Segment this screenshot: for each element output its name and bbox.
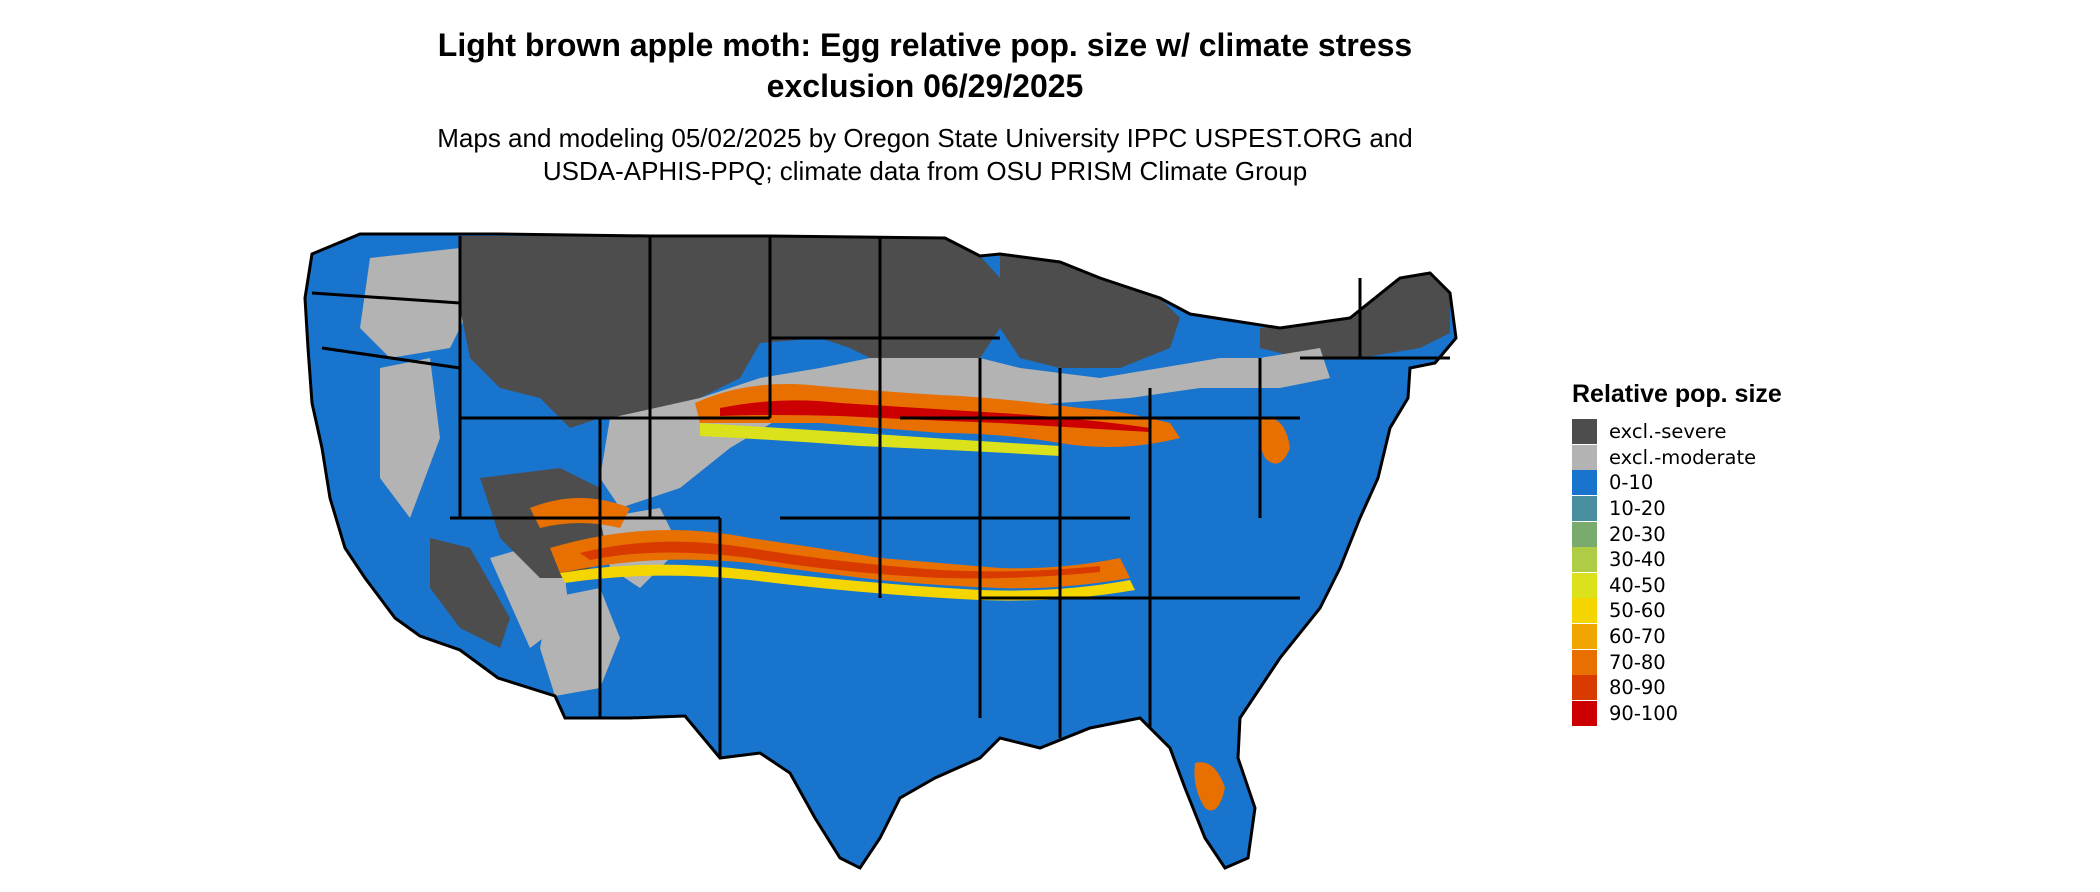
legend-label: 0-10 [1609, 471, 1654, 495]
legend-swatch [1572, 521, 1597, 547]
us-population-map [303, 232, 1458, 870]
legend-items: excl.-severe excl.-moderate 0-10 10-20 20-30… [1572, 419, 1782, 726]
legend-label: 40-50 [1609, 573, 1666, 597]
pacific-northwest-moderate [360, 248, 470, 358]
legend-label: 90-100 [1609, 701, 1679, 725]
oregon-interior-moderate [380, 358, 440, 518]
legend-label: 20-30 [1609, 522, 1666, 546]
legend-swatch [1572, 675, 1597, 701]
legend-label: 50-60 [1609, 599, 1666, 623]
legend-item: excl.-severe [1572, 419, 1782, 445]
map-title-line1: Light brown apple moth: Egg relative pop… [437, 27, 1413, 63]
legend-label: excl.-severe [1609, 420, 1727, 444]
legend-item: excl.-moderate [1572, 444, 1782, 471]
map-title-line2: exclusion 06/29/2025 [766, 68, 1084, 104]
legend-label: 80-90 [1609, 676, 1666, 700]
central-peak-band [720, 400, 1150, 432]
legend-swatch [1572, 444, 1597, 470]
map-subtitle-line2: USDA-APHIS-PPQ; climate data from OSU PR… [542, 156, 1308, 186]
legend-item: 80-90 [1572, 675, 1782, 701]
legend-swatch [1572, 649, 1597, 675]
legend-item: 70-80 [1572, 649, 1782, 675]
gulf-peak-band [580, 541, 1100, 579]
legend-swatch [1572, 496, 1597, 522]
great-lakes-severe [1000, 254, 1180, 368]
legend-swatch [1572, 547, 1597, 573]
gulf-yellow-band [560, 564, 1135, 601]
legend-swatch [1572, 700, 1597, 726]
legend-item: 50-60 [1572, 598, 1782, 624]
map-subtitle-line1: Maps and modeling 05/02/2025 by Oregon S… [437, 123, 1413, 153]
legend-item: 60-70 [1572, 624, 1782, 650]
legend-swatch [1572, 624, 1597, 650]
legend-swatch [1572, 419, 1597, 445]
florida-high-spot [1194, 762, 1225, 811]
legend-label: 30-40 [1609, 548, 1666, 572]
legend-label: 10-20 [1609, 497, 1666, 521]
legend-item: 20-30 [1572, 521, 1782, 547]
sierra-severe [430, 538, 510, 648]
legend-label: 60-70 [1609, 625, 1666, 649]
legend: Relative pop. size excl.-severe excl.-mod… [1572, 380, 1782, 726]
legend-item: 30-40 [1572, 547, 1782, 573]
legend-label: 70-80 [1609, 650, 1666, 674]
legend-swatch [1572, 598, 1597, 624]
legend-item: 0-10 [1572, 470, 1782, 496]
texas-panhandle-band [530, 498, 630, 528]
legend-item: 10-20 [1572, 496, 1782, 522]
mid-atlantic-high-spot [1258, 417, 1290, 464]
state-boundaries [303, 232, 1458, 870]
legend-title: Relative pop. size [1572, 380, 1782, 408]
northern-plains-severe [460, 236, 1000, 428]
legend-swatch [1572, 572, 1597, 598]
legend-swatch [1572, 470, 1597, 496]
legend-item: 40-50 [1572, 572, 1782, 599]
legend-label: excl.-moderate [1609, 445, 1757, 469]
legend-item: 90-100 [1572, 700, 1782, 727]
